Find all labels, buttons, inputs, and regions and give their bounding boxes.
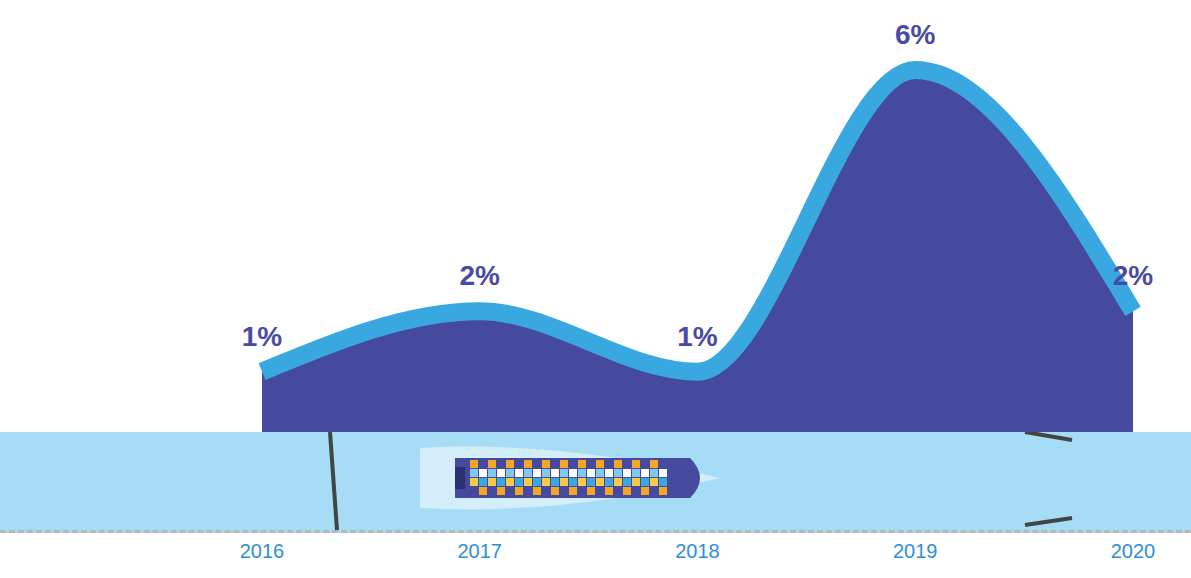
svg-text:2016: 2016 xyxy=(240,540,285,562)
svg-text:2019: 2019 xyxy=(893,540,938,562)
svg-text:6%: 6% xyxy=(895,19,936,50)
svg-text:2018: 2018 xyxy=(675,540,720,562)
svg-text:1%: 1% xyxy=(677,321,718,352)
svg-text:2%: 2% xyxy=(1113,260,1154,291)
svg-text:2%: 2% xyxy=(460,260,501,291)
svg-text:2017: 2017 xyxy=(458,540,503,562)
svg-text:1%: 1% xyxy=(242,321,283,352)
svg-text:2020: 2020 xyxy=(1111,540,1156,562)
